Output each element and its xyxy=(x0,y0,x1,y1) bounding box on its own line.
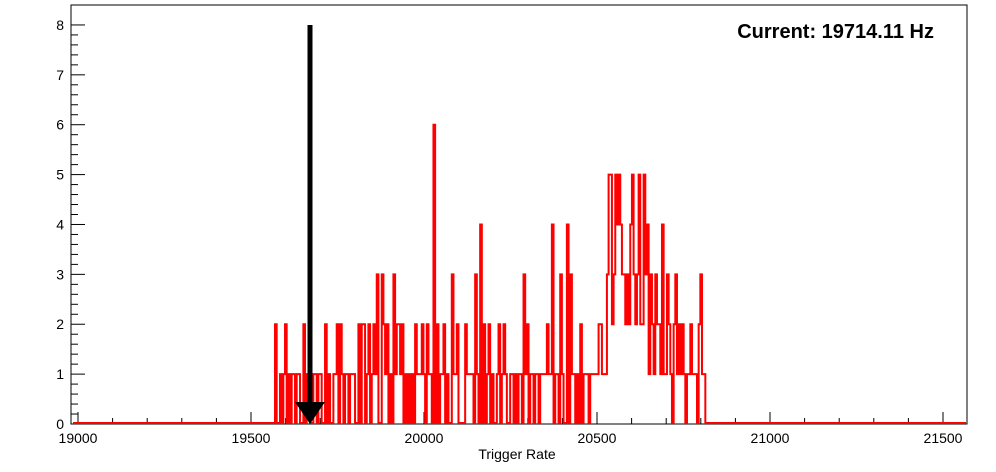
x-tick-label: 21000 xyxy=(751,430,790,446)
y-tick-label: 4 xyxy=(56,216,64,232)
current-rate-annotation: Current: 19714.11 Hz xyxy=(737,21,934,43)
y-tick-label: 5 xyxy=(56,167,64,183)
plot-frame xyxy=(70,4,968,425)
x-tick-label: 19000 xyxy=(59,430,98,446)
y-tick-label: 6 xyxy=(56,117,64,133)
y-axis: 0 1 2 3 4 5 6 7 8 xyxy=(56,17,85,432)
x-axis-title: Trigger Rate xyxy=(478,446,556,462)
x-tick-label: 21500 xyxy=(924,430,963,446)
y-tick-label: 2 xyxy=(56,316,64,332)
x-axis: 19000 19500 20000 20500 21000 21500 xyxy=(59,412,963,446)
histogram-series xyxy=(73,123,966,424)
current-rate-marker-arrowhead xyxy=(295,402,325,424)
y-tick-label: 0 xyxy=(56,416,64,432)
y-tick-label: 8 xyxy=(56,17,64,33)
x-tick-label: 20500 xyxy=(578,430,617,446)
y-tick-label: 3 xyxy=(56,266,64,282)
x-tick-label: 20000 xyxy=(405,430,444,446)
x-tick-label: 19500 xyxy=(232,430,271,446)
y-tick-label: 7 xyxy=(56,67,64,83)
y-tick-label: 1 xyxy=(56,366,64,382)
